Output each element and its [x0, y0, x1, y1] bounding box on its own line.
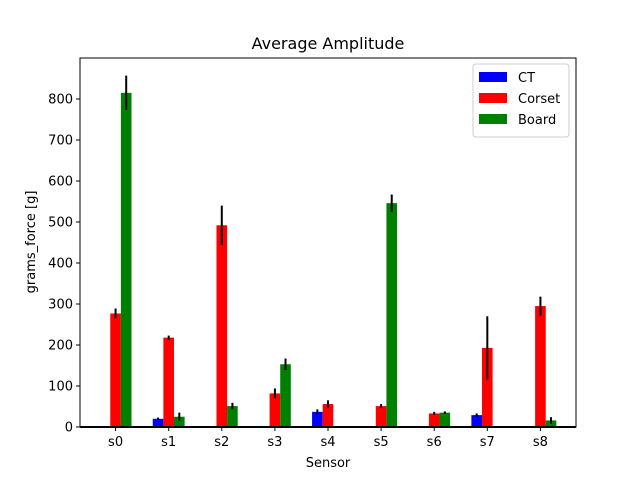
- legend-label-board: Board: [518, 113, 556, 128]
- plot-area: 0 100 200 300 400 500 600 700 800 s0 s1 s2 s3 s4 s5 s6 s…: [48, 57, 577, 450]
- y-tick-label: 400: [48, 257, 73, 272]
- x-tick-label: s2: [214, 435, 229, 450]
- legend-swatch-ct: [479, 72, 507, 82]
- bar-ct-s4: [312, 411, 323, 427]
- bar-corset-s3: [269, 393, 281, 427]
- legend-label-corset: Corset: [518, 92, 560, 107]
- bar-corset-s4: [322, 404, 334, 427]
- y-tick-label: 700: [48, 134, 73, 149]
- y-tick-label: 200: [48, 339, 73, 354]
- bar-corset-s8: [535, 306, 546, 427]
- x-axis-label: Sensor: [306, 456, 351, 471]
- legend-label-ct: CT: [518, 71, 535, 86]
- x-tick-label: s4: [320, 435, 335, 450]
- y-tick-label: 100: [48, 380, 73, 395]
- bar-board-s2: [227, 406, 238, 427]
- bar-corset-s1: [163, 337, 174, 427]
- x-tick-label: s1: [161, 435, 176, 450]
- y-axis-label: grams_force [g]: [24, 191, 39, 294]
- y-tick-label: 600: [48, 175, 73, 190]
- x-tick-label: s3: [267, 435, 282, 450]
- bar-board-s6: [439, 412, 451, 427]
- bar-corset-s5: [375, 406, 387, 427]
- y-tick-label: 300: [48, 298, 73, 313]
- legend: CT Corset Board: [472, 63, 570, 138]
- bar-corset-s6: [428, 413, 440, 427]
- bar-board-s1: [174, 416, 185, 427]
- bar-ct-s1: [152, 418, 164, 427]
- bar-corset-s7: [482, 347, 493, 427]
- y-tick-label: 800: [48, 93, 73, 108]
- bar-board-s3: [280, 364, 291, 427]
- bar-corset-s0: [110, 313, 121, 427]
- bar-corset-s2: [216, 225, 228, 427]
- bar-board-s0: [120, 92, 132, 427]
- x-tick-label: s5: [374, 435, 389, 450]
- legend-swatch-board: [479, 114, 507, 124]
- bar-ct-s7: [471, 415, 482, 427]
- y-tick-label: 500: [48, 216, 73, 231]
- y-tick-label: 0: [65, 421, 73, 436]
- x-tick-label: s0: [108, 435, 123, 450]
- chart-title: Average Amplitude: [252, 34, 405, 53]
- x-tick-label: s7: [480, 435, 495, 450]
- bar-board-s5: [386, 203, 398, 427]
- x-tick-label: s8: [533, 435, 548, 450]
- legend-swatch-corset: [479, 93, 507, 103]
- x-tick-label: s6: [427, 435, 442, 450]
